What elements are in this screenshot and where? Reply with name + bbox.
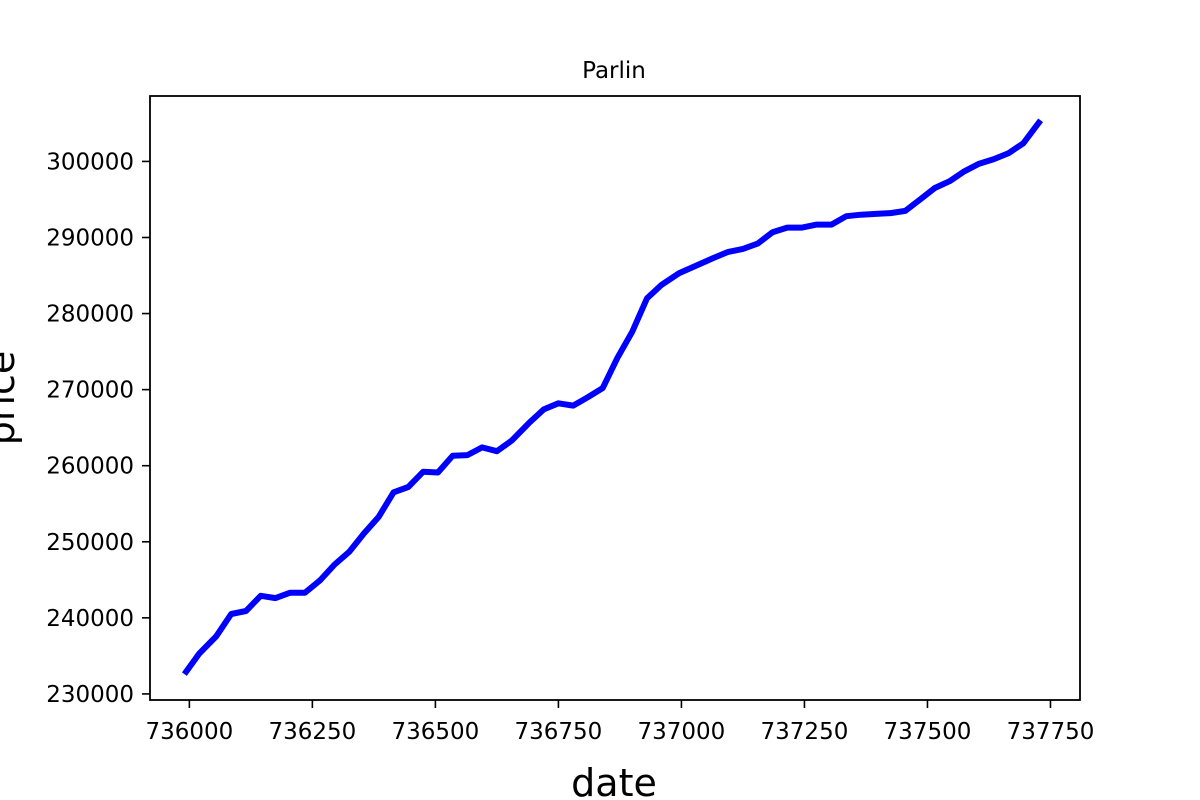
y-tick-label: 250000 [46,530,134,556]
x-axis-ticks: 736000 736250 736500 736750 737000 737250 7375… [145,700,1094,745]
y-tick-label: 240000 [46,606,134,632]
x-tick-label: 736000 [145,719,233,745]
y-tick-label: 230000 [46,682,134,708]
x-tick-label: 737500 [884,719,972,745]
y-axis-label: price [0,351,23,446]
chart-title: Parlin [582,58,646,84]
x-tick-label: 737000 [638,719,726,745]
y-tick-label: 260000 [46,454,134,480]
y-tick-label: 290000 [46,225,134,251]
y-tick-label: 300000 [46,149,134,175]
plot-frame [149,95,1081,701]
y-tick-label: 270000 [46,378,134,404]
y-axis-ticks: 230000 240000 250000 260000 270000 280000 2900… [46,149,150,708]
x-tick-label: 737750 [1007,719,1095,745]
series-line-0 [181,118,1043,676]
x-tick-label: 736500 [391,719,479,745]
x-tick-label: 737250 [761,719,849,745]
plot-area [149,95,1081,701]
y-tick-label: 280000 [46,302,134,328]
x-tick-label: 736750 [515,719,603,745]
x-axis-label: date [571,761,657,800]
x-tick-label: 736250 [268,719,356,745]
